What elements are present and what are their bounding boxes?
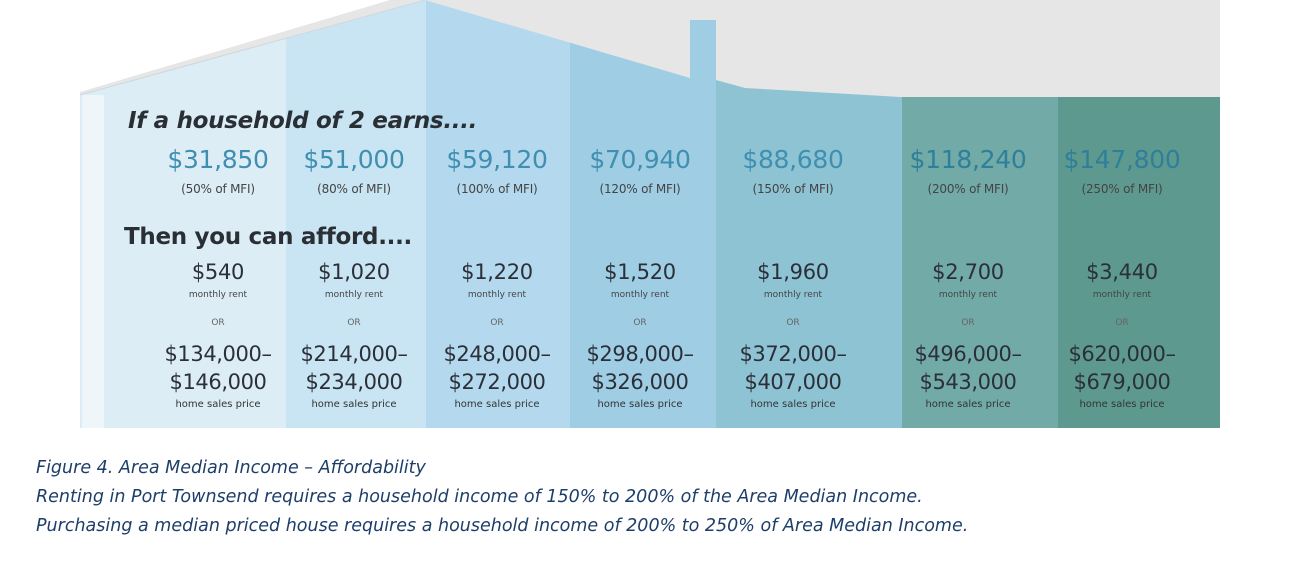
band-3 xyxy=(426,0,570,428)
home-price-label: home sales price xyxy=(1079,399,1165,410)
income-amount: $31,850 xyxy=(167,145,269,174)
income-column-4: $70,940 (120% of MFI) $1,520 monthly rent OR… xyxy=(568,0,712,440)
home-price-high: $407,000 xyxy=(744,370,842,394)
income-column-1: $31,850 (50% of MFI) $540 monthly rent OR $13… xyxy=(143,0,293,440)
monthly-rent-label: monthly rent xyxy=(610,290,670,300)
monthly-rent-amount: $1,020 xyxy=(318,260,390,284)
home-price-low: $620,000– xyxy=(1068,342,1176,366)
or-separator: OR xyxy=(633,318,647,328)
home-price-low: $298,000– xyxy=(586,342,694,366)
band-4 xyxy=(570,0,716,428)
home-price-low: $496,000– xyxy=(914,342,1022,366)
home-price-label: home sales price xyxy=(597,399,683,410)
income-amount: $118,240 xyxy=(909,145,1027,174)
mfi-percent: (120% of MFI) xyxy=(599,182,681,196)
monthly-rent-amount: $1,960 xyxy=(757,260,829,284)
monthly-rent-label: monthly rent xyxy=(1092,290,1152,300)
home-price-label: home sales price xyxy=(750,399,836,410)
caption-title: Figure 4. Area Median Income – Affordabi… xyxy=(36,458,426,478)
home-price-high: $679,000 xyxy=(1073,370,1171,394)
income-column-2: $51,000 (80% of MFI) $1,020 monthly rent OR $… xyxy=(284,0,424,440)
home-price-low: $214,000– xyxy=(300,342,408,366)
or-separator: OR xyxy=(961,318,975,328)
or-separator: OR xyxy=(490,318,504,328)
income-amount: $59,120 xyxy=(446,145,548,174)
home-price-high: $543,000 xyxy=(919,370,1017,394)
caption-rent-note: Renting in Port Townsend requires a hous… xyxy=(36,487,923,507)
sky-left xyxy=(80,0,390,92)
home-price-label: home sales price xyxy=(175,399,261,410)
affordability-infographic: If a household of 2 earns.... Then you c… xyxy=(79,0,1220,440)
monthly-rent-label: monthly rent xyxy=(938,290,998,300)
income-column-6: $118,240 (200% of MFI) $2,700 monthly rent O… xyxy=(893,0,1043,440)
monthly-rent-label: monthly rent xyxy=(763,290,823,300)
house-silhouette-graphic xyxy=(79,0,1220,428)
monthly-rent-amount: $1,520 xyxy=(604,260,676,284)
band-2 xyxy=(286,0,426,428)
home-price-low: $372,000– xyxy=(739,342,847,366)
home-price-low: $134,000– xyxy=(164,342,272,366)
income-column-3: $59,120 (100% of MFI) $1,220 monthly rent OR… xyxy=(425,0,569,440)
or-separator: OR xyxy=(211,318,225,328)
home-price-label: home sales price xyxy=(454,399,540,410)
home-price-high: $326,000 xyxy=(591,370,689,394)
mfi-percent: (150% of MFI) xyxy=(752,182,834,196)
income-amount: $147,800 xyxy=(1063,145,1181,174)
monthly-rent-label: monthly rent xyxy=(467,290,527,300)
home-price-label: home sales price xyxy=(311,399,397,410)
home-price-high: $234,000 xyxy=(305,370,403,394)
monthly-rent-amount: $3,440 xyxy=(1086,260,1158,284)
home-price-low: $248,000– xyxy=(443,342,551,366)
roof-line xyxy=(79,0,426,96)
monthly-rent-amount: $540 xyxy=(191,260,245,284)
monthly-rent-amount: $2,700 xyxy=(932,260,1004,284)
caption-purchase-note: Purchasing a median priced house require… xyxy=(36,516,969,536)
income-amount: $70,940 xyxy=(589,145,691,174)
mfi-percent: (50% of MFI) xyxy=(181,182,255,196)
mfi-percent: (100% of MFI) xyxy=(456,182,538,196)
monthly-rent-amount: $1,220 xyxy=(461,260,533,284)
mfi-percent: (250% of MFI) xyxy=(1081,182,1163,196)
or-separator: OR xyxy=(1115,318,1129,328)
income-heading: If a household of 2 earns.... xyxy=(128,108,478,134)
income-column-5: $88,680 (150% of MFI) $1,960 monthly rent OR… xyxy=(708,0,878,440)
or-separator: OR xyxy=(347,318,361,328)
monthly-rent-label: monthly rent xyxy=(188,290,248,300)
monthly-rent-label: monthly rent xyxy=(324,290,384,300)
left-wall xyxy=(82,95,104,428)
mfi-percent: (80% of MFI) xyxy=(317,182,391,196)
home-price-label: home sales price xyxy=(925,399,1011,410)
home-price-high: $272,000 xyxy=(448,370,546,394)
income-column-7: $147,800 (250% of MFI) $3,440 monthly rent O… xyxy=(1047,0,1197,440)
or-separator: OR xyxy=(786,318,800,328)
income-amount: $51,000 xyxy=(303,145,405,174)
figure-caption: Figure 4. Area Median Income – Affordabi… xyxy=(36,454,968,541)
income-amount: $88,680 xyxy=(742,145,844,174)
afford-heading: Then you can afford.... xyxy=(124,224,412,250)
mfi-percent: (200% of MFI) xyxy=(927,182,1009,196)
home-price-high: $146,000 xyxy=(169,370,267,394)
